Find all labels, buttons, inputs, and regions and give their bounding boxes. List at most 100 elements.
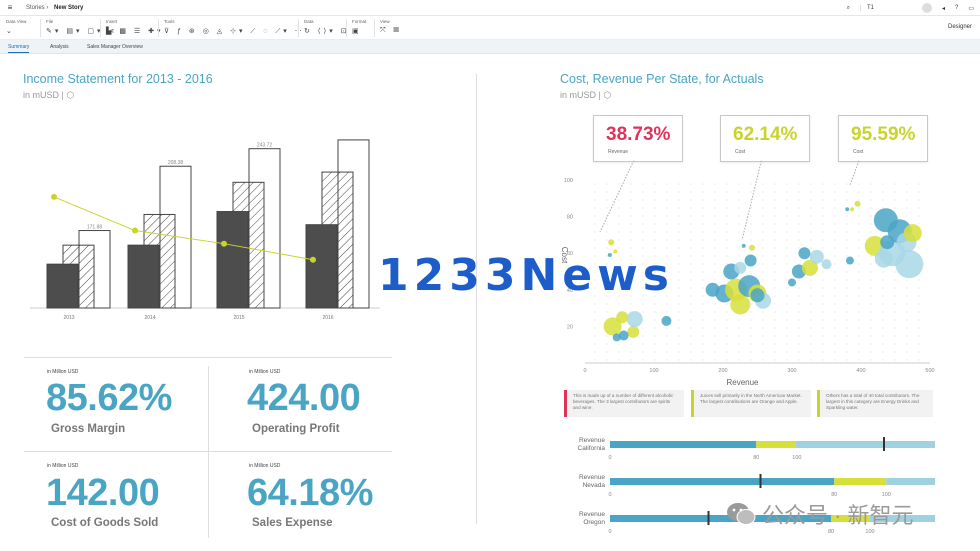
- scatter-bubble: [750, 288, 765, 303]
- scatter-bubble: [627, 325, 640, 338]
- grid-dot: [714, 303, 716, 305]
- toolbar: Data View ⌄ File ✎▾ ▤▾ ▢▾ ⋖ Insert ▙ ▩ ☰…: [0, 16, 980, 40]
- tab-summary[interactable]: Summary: [8, 44, 30, 53]
- grid-dot: [642, 215, 644, 217]
- scatter-bubble: [845, 207, 850, 212]
- bullet-band: [610, 478, 835, 485]
- grid-dot: [846, 303, 848, 305]
- breadcrumb-stories[interactable]: Stories: [26, 4, 45, 11]
- bullet-tick-label: 0: [608, 492, 611, 498]
- grid-dot: [690, 311, 692, 313]
- grid-dot: [870, 199, 872, 201]
- grid-dot: [642, 319, 644, 321]
- grid-dot: [606, 359, 608, 361]
- grid-dot: [894, 359, 896, 361]
- chat-icon[interactable]: ▭: [968, 5, 974, 12]
- grid-dot: [678, 335, 680, 337]
- designer-button[interactable]: Designer: [947, 24, 972, 30]
- help-icon[interactable]: ?: [954, 5, 959, 11]
- trend-point: [132, 227, 138, 234]
- grid-dot: [906, 303, 908, 305]
- scatter-bubble: [880, 235, 895, 250]
- grid-dot: [858, 223, 860, 225]
- grid-dot: [678, 351, 680, 353]
- grid-dot: [906, 183, 908, 185]
- grid-dot: [810, 207, 812, 209]
- grid-dot: [714, 263, 716, 265]
- grid-dot: [702, 351, 704, 353]
- bar-value-label: 243.72: [257, 143, 273, 149]
- grid-dot: [894, 351, 896, 353]
- grid-dot: [738, 191, 740, 193]
- grid-dot: [846, 191, 848, 193]
- wechat-text: 公众号 · 新智元: [762, 503, 914, 528]
- view-tools-icons[interactable]: ⤧ ▤: [380, 27, 402, 34]
- grid-dot: [846, 215, 848, 217]
- file-tools-icons[interactable]: ✎▾ ▤▾ ▢▾ ⋖: [46, 28, 118, 35]
- insert-tools-icons[interactable]: ▙ ▩ ☰ ✚▾: [106, 28, 164, 35]
- grid-dot: [810, 335, 812, 337]
- grid-dot: [738, 351, 740, 353]
- menu-icon[interactable]: ≡: [7, 3, 13, 12]
- grid-dot: [798, 247, 800, 249]
- kpi-unit: in Million USD: [47, 369, 79, 375]
- grid-dot: [666, 231, 668, 233]
- grid-dot: [750, 215, 752, 217]
- grid-dot: [762, 255, 764, 257]
- grid-dot: [714, 271, 716, 273]
- grid-dot: [678, 359, 680, 361]
- grid-dot: [774, 191, 776, 193]
- grid-dot: [750, 239, 752, 241]
- grid-dot: [630, 183, 632, 185]
- grid-dot: [774, 207, 776, 209]
- grid-dot: [774, 199, 776, 201]
- grid-dot: [618, 223, 620, 225]
- grid-dot: [726, 327, 728, 329]
- grid-dot: [690, 335, 692, 337]
- data-tools-icons[interactable]: ↻ ⟨⟩▾ ⊡: [304, 28, 350, 35]
- grid-dot: [702, 263, 704, 265]
- grid-dot: [726, 247, 728, 249]
- grid-dot: [630, 279, 632, 281]
- grid-dot: [870, 319, 872, 321]
- toolbar-group-view: View ⤧ ▤: [380, 19, 402, 34]
- grid-dot: [630, 191, 632, 193]
- toolbar-group-insert: Insert ▙ ▩ ☰ ✚▾: [106, 19, 164, 35]
- grid-dot: [594, 183, 596, 185]
- note-card: Juices sell primarily in the North Ameri…: [691, 390, 811, 417]
- trend-point: [221, 240, 227, 247]
- cost-revenue-subtitle: in mUSD | ⬡: [560, 90, 612, 100]
- grid-dot: [822, 351, 824, 353]
- grid-dot: [750, 335, 752, 337]
- format-icon[interactable]: ▣: [352, 28, 362, 35]
- grid-dot: [870, 255, 872, 257]
- grid-dot: [786, 311, 788, 313]
- x-tick-label: 500: [925, 368, 934, 374]
- grid-dot: [678, 295, 680, 297]
- grid-dot: [810, 239, 812, 241]
- grid-dot: [726, 255, 728, 257]
- grid-dot: [702, 199, 704, 201]
- grid-dot: [690, 183, 692, 185]
- grid-dot: [642, 231, 644, 233]
- tab-analysis[interactable]: Analysis: [50, 44, 69, 50]
- grid-dot: [834, 311, 836, 313]
- grid-dot: [750, 231, 752, 233]
- tab-sales-manager-overview[interactable]: Sales Manager Overview: [87, 44, 143, 50]
- grid-dot: [666, 327, 668, 329]
- grid-dot: [762, 327, 764, 329]
- tools-icons[interactable]: ⊽ ƒ ⊛ ◎ ◬ ⊹▾ ⟋ ◌ ⟋▾ ⋯: [164, 28, 305, 35]
- chevron-down-icon[interactable]: ⌄: [6, 28, 15, 35]
- grid-dot: [870, 295, 872, 297]
- avatar[interactable]: [921, 3, 932, 13]
- grid-dot: [774, 335, 776, 337]
- grid-dot: [882, 343, 884, 345]
- x-tick-label: 0: [583, 368, 586, 374]
- grid-dot: [642, 335, 644, 337]
- chevron-right-icon: ›: [46, 4, 49, 11]
- notifications-icon[interactable]: ◂: [941, 5, 945, 12]
- grid-dot: [810, 311, 812, 313]
- tenant-field[interactable]: T1: [859, 5, 912, 11]
- grid-dot: [774, 343, 776, 345]
- search-icon[interactable]: ⌕: [846, 4, 850, 11]
